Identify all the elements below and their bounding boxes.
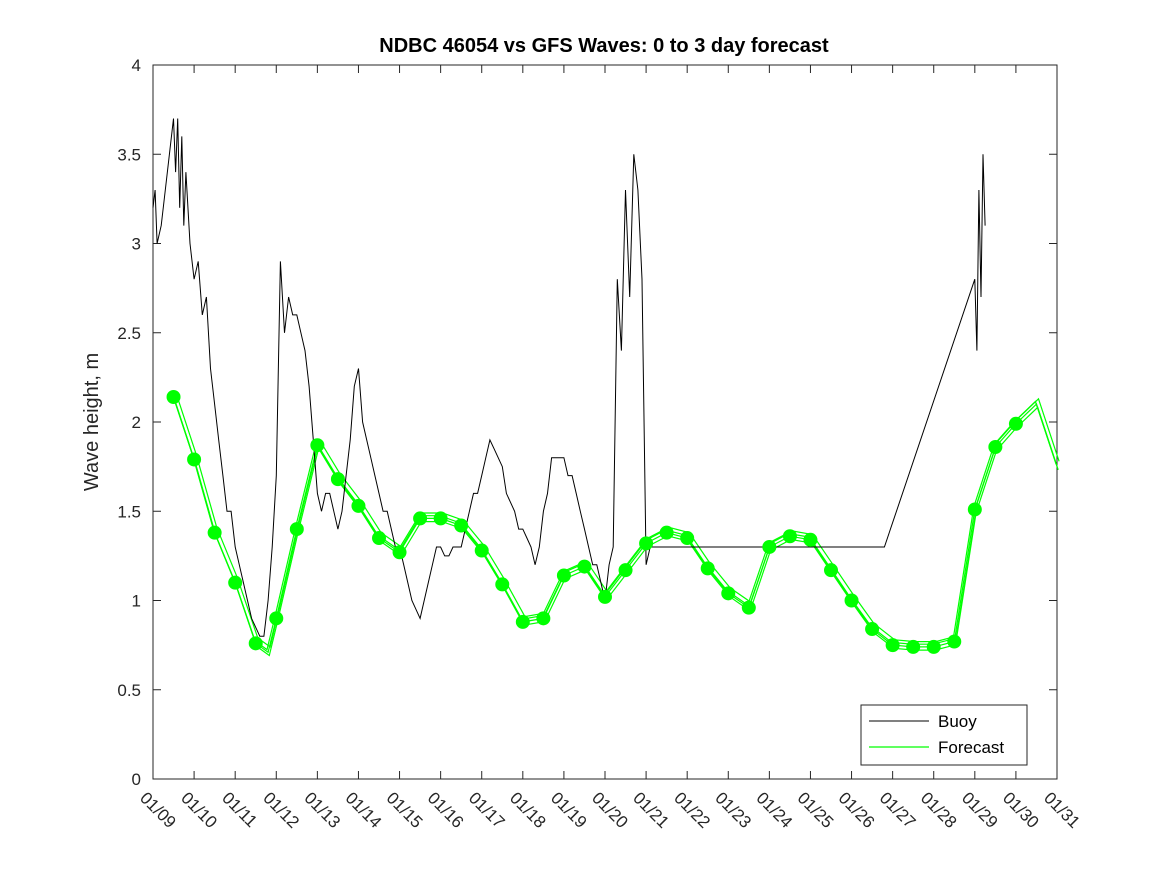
- forecast-marker: [330, 472, 345, 487]
- y-tick-label: 0.5: [117, 681, 141, 700]
- forecast-marker: [433, 511, 448, 526]
- forecast-marker: [310, 438, 325, 453]
- forecast-marker: [782, 529, 797, 544]
- forecast-marker: [824, 563, 838, 578]
- forecast-marker: [741, 600, 756, 615]
- forecast-marker: [166, 390, 181, 405]
- y-tick-label: 3: [132, 235, 141, 254]
- chart-title: NDBC 46054 vs GFS Waves: 0 to 3 day fore…: [379, 35, 829, 57]
- forecast-marker: [967, 502, 982, 517]
- y-tick-label: 1: [132, 592, 141, 611]
- forecast-marker: [187, 452, 202, 467]
- forecast-marker: [1008, 416, 1023, 431]
- y-tick-label: 0: [132, 770, 141, 789]
- y-tick-label: 2.5: [117, 324, 141, 343]
- y-tick-label: 2: [132, 413, 141, 432]
- forecast-marker: [269, 611, 284, 626]
- legend-box: [860, 704, 1028, 766]
- forecast-marker: [536, 611, 551, 626]
- y-axis-label: Wave height, m: [81, 353, 103, 491]
- forecast-marker: [413, 511, 428, 526]
- forecast-marker: [885, 638, 900, 653]
- forecast-marker: [598, 589, 612, 604]
- forecast-marker: [248, 636, 263, 651]
- forecast-marker: [926, 639, 941, 654]
- axes-box: [152, 64, 1058, 780]
- forecast-marker: [762, 539, 777, 554]
- forecast-marker: [289, 522, 304, 537]
- forecast-marker: [372, 531, 386, 546]
- forecast-marker: [639, 536, 654, 551]
- legend-forecast-label: Forecast: [938, 738, 1004, 757]
- legend-buoy-label: Buoy: [938, 712, 977, 731]
- forecast-marker: [988, 439, 1003, 454]
- forecast-marker: [721, 586, 736, 601]
- forecast-marker: [844, 593, 859, 608]
- forecast-marker: [228, 575, 243, 590]
- forecast-marker: [351, 498, 366, 513]
- y-tick-label: 3.5: [117, 145, 141, 164]
- forecast-marker: [947, 634, 962, 649]
- buoy-line: [152, 118, 986, 637]
- y-tick-label: 4: [132, 56, 141, 75]
- forecast-marker: [392, 545, 407, 560]
- forecast-marker: [700, 561, 715, 576]
- forecast-marker: [454, 518, 469, 533]
- forecast-marker: [659, 525, 674, 540]
- y-tick-label: 1.5: [117, 502, 141, 521]
- forecast-marker: [906, 639, 921, 654]
- forecast-marker: [515, 614, 530, 629]
- forecast-marker: [680, 531, 695, 546]
- forecast-marker: [495, 577, 510, 592]
- forecast-marker: [207, 525, 222, 540]
- forecast-marker: [556, 568, 571, 583]
- forecast-marker: [865, 622, 880, 637]
- forecast-marker: [474, 543, 489, 558]
- forecast-marker: [577, 559, 592, 574]
- forecast-marker: [803, 532, 818, 547]
- forecast-marker: [618, 563, 633, 578]
- legend: Buoy Forecast: [860, 704, 1028, 766]
